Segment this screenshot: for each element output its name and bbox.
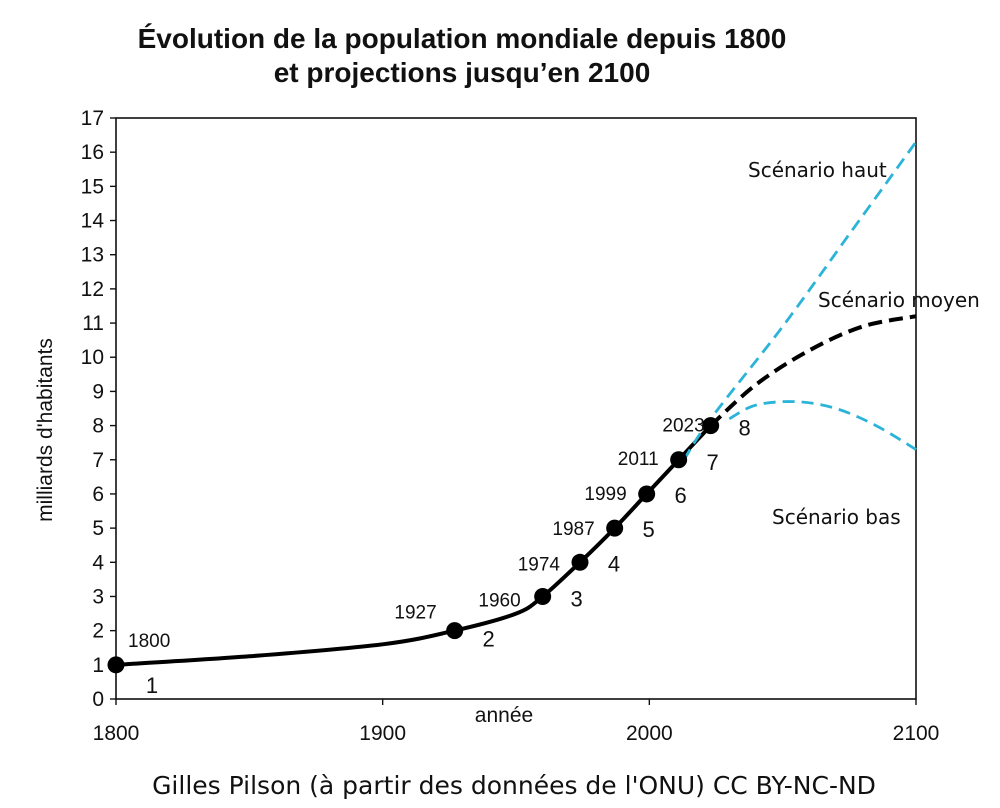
y-tick-label: 8 [92,415,104,438]
milestone-year-label: 1999 [584,484,626,505]
milestone-marker [571,553,589,571]
scenario-low-label: Scénario bas [772,505,901,529]
y-tick-label: 13 [81,244,104,267]
milestone-number-label: 8 [739,416,751,441]
scenario-high-label: Scénario haut [748,158,887,182]
y-tick-label: 0 [92,688,104,711]
y-tick-label: 4 [92,551,104,574]
credit-text: Gilles Pilson (à partir des données de l… [152,771,876,800]
milestone-number-label: 3 [571,586,583,611]
y-tick-label: 9 [92,380,104,403]
milestone-number-label: 4 [608,551,620,576]
y-tick-label: 5 [92,517,104,540]
y-tick-label: 1 [92,654,104,677]
x-tick-label: 2100 [893,722,940,745]
milestone-year-label: 1927 [394,603,436,624]
y-tick-label: 6 [92,483,104,506]
x-axis-label: année [475,704,533,727]
y-tick-label: 7 [92,449,104,472]
milestone-year-label: 2023 [662,416,704,437]
milestone-marker [702,417,720,435]
chart-title-line-1: Évolution de la population mondiale depu… [138,23,787,54]
y-tick-label: 11 [82,312,104,335]
y-tick-label: 12 [81,278,104,301]
y-tick-label: 2 [92,620,104,643]
x-tick-label: 2000 [626,722,673,745]
milestone-number-label: 5 [643,517,655,542]
y-tick-label: 15 [81,175,104,198]
milestone-number-label: 2 [483,627,495,652]
milestone-marker [638,485,656,503]
milestone-marker [107,656,125,674]
y-tick-label: 16 [81,141,104,164]
chart-title-line-2: et projections jusqu’en 2100 [274,57,651,88]
x-tick-label: 1800 [93,722,140,745]
milestone-number-label: 7 [707,450,719,475]
milestone-year-label: 1800 [128,631,170,652]
y-tick-label: 3 [92,585,104,608]
y-axis-label: milliards d'habitants [34,338,57,522]
milestone-year-label: 1974 [518,554,561,575]
milestone-year-label: 1987 [552,519,594,540]
plot-frame [115,117,917,700]
x-tick-label: 1900 [359,722,406,745]
series-lines [115,141,918,667]
milestone-marker [534,587,552,605]
y-tick-label: 14 [81,210,105,233]
milestone-year-label: 2011 [618,449,659,470]
milestone-marker [606,519,624,537]
scenario-medium-label: Scénario moyen [818,288,980,312]
y-tick-label: 17 [81,107,104,130]
scenario-medium-line [709,314,917,428]
milestone-year-label: 1960 [478,590,520,611]
scenario-low-line [728,400,917,451]
y-tick-label: 10 [81,346,104,369]
milestone-number-label: 1 [146,673,158,698]
milestone-marker [670,451,688,469]
milestone-marker [446,622,464,640]
milestone-number-label: 6 [675,483,687,508]
